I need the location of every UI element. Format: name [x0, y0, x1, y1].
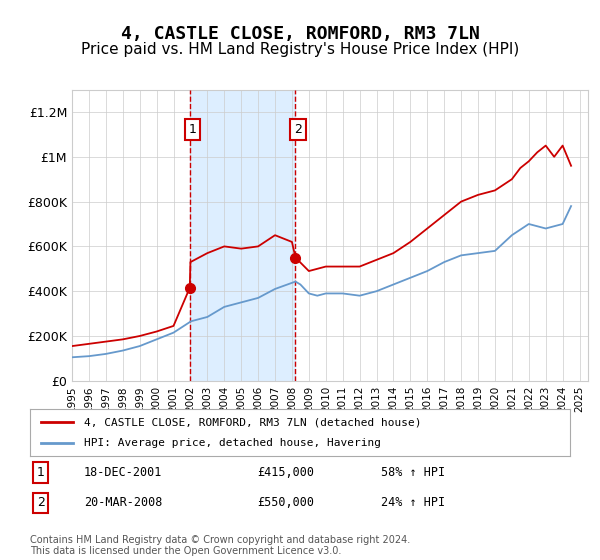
Text: 18-DEC-2001: 18-DEC-2001 [84, 466, 163, 479]
Bar [190, 90, 295, 381]
Text: 2: 2 [294, 123, 302, 136]
Text: 2: 2 [37, 496, 45, 510]
Text: 1: 1 [188, 123, 196, 136]
Text: 1: 1 [37, 466, 45, 479]
Text: Price paid vs. HM Land Registry's House Price Index (HPI): Price paid vs. HM Land Registry's House … [81, 42, 519, 57]
Text: 58% ↑ HPI: 58% ↑ HPI [381, 466, 445, 479]
Text: 20-MAR-2008: 20-MAR-2008 [84, 496, 163, 510]
Text: 4, CASTLE CLOSE, ROMFORD, RM3 7LN: 4, CASTLE CLOSE, ROMFORD, RM3 7LN [121, 25, 479, 43]
Text: HPI: Average price, detached house, Havering: HPI: Average price, detached house, Have… [84, 438, 381, 448]
Text: £415,000: £415,000 [257, 466, 314, 479]
Text: £550,000: £550,000 [257, 496, 314, 510]
Text: 24% ↑ HPI: 24% ↑ HPI [381, 496, 445, 510]
Text: Contains HM Land Registry data © Crown copyright and database right 2024.
This d: Contains HM Land Registry data © Crown c… [30, 535, 410, 557]
Text: 4, CASTLE CLOSE, ROMFORD, RM3 7LN (detached house): 4, CASTLE CLOSE, ROMFORD, RM3 7LN (detac… [84, 417, 421, 427]
